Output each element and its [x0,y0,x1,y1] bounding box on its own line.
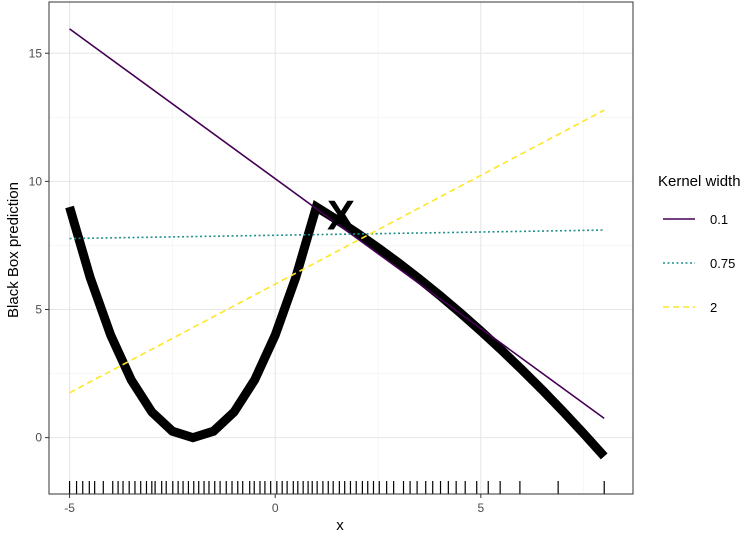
legend-label-2: 2 [710,300,717,315]
y-axis-ticks: 0 5 10 15 [29,46,49,445]
x-axis-ticks: -5 0 5 [64,494,484,515]
legend-title: Kernel width [658,173,741,190]
series-line-0_75 [69,229,605,240]
black-box-prediction-line [65,200,608,460]
y-tick-label: 0 [35,431,42,445]
y-tick-label: 10 [29,174,43,188]
black-box-curve [65,200,608,460]
rug-marks [68,481,605,494]
x-tick-label: 0 [272,501,279,515]
legend: Kernel width 0.1 0.75 2 [658,173,741,315]
x-tick-label: -5 [64,501,75,515]
legend-label-0_1: 0.1 [710,212,728,227]
plot-panel-border [48,1,634,495]
legend-label-0_75: 0.75 [710,256,735,271]
x-tick-label: 5 [477,501,484,515]
y-axis-label: Black Box prediction [5,182,22,318]
series-lines [69,28,605,420]
series-line-0_1 [69,28,605,420]
legend-items: 0.1 0.75 2 [663,212,735,315]
x-axis-label: x [336,517,344,534]
instance-marker: X [327,192,355,239]
y-tick-label: 5 [35,303,42,317]
grid-lines [49,2,633,494]
series-line-2 [69,109,605,394]
y-tick-label: 15 [29,46,43,60]
